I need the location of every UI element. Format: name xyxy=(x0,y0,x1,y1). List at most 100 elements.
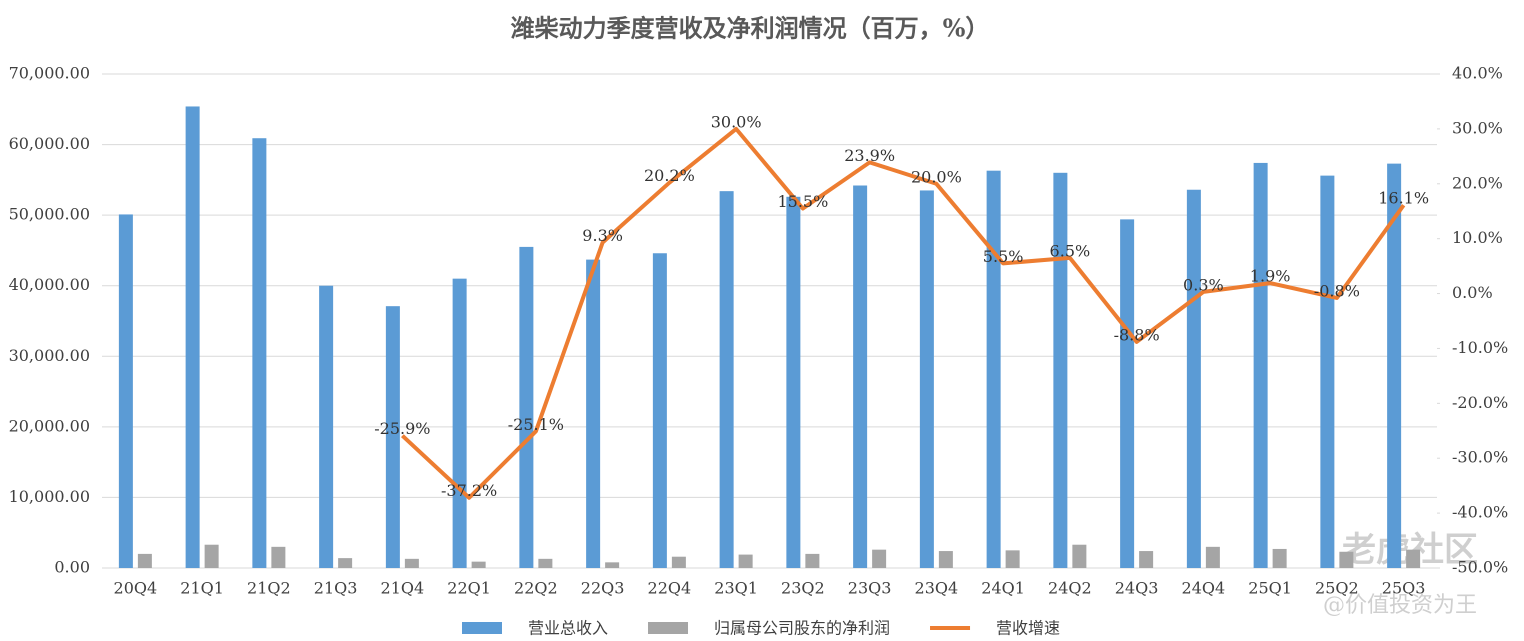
x-tick-label: 23Q2 xyxy=(781,579,825,598)
x-tick-label: 22Q1 xyxy=(447,579,491,598)
bar xyxy=(853,185,868,568)
bar xyxy=(385,306,400,568)
y-tick-label: 10,000.00 xyxy=(9,487,90,506)
bar xyxy=(1272,548,1287,568)
x-tick-label: 23Q4 xyxy=(915,579,959,598)
x-tick-label: 21Q1 xyxy=(180,579,224,598)
bar xyxy=(738,554,753,568)
bar xyxy=(1387,163,1402,568)
x-tick-label: 25Q1 xyxy=(1248,579,1292,598)
legend-label: 营收增速 xyxy=(996,619,1060,638)
legend-swatch xyxy=(462,622,502,634)
bar xyxy=(1120,219,1135,568)
y2-tick-label: -20.0% xyxy=(1452,393,1508,412)
x-tick-label: 21Q4 xyxy=(381,579,425,598)
legend-label: 归属母公司股东的净利润 xyxy=(714,619,890,638)
x-tick-label: 21Q2 xyxy=(247,579,291,598)
chart-title: 潍柴动力季度营收及净利润情况（百万，%） xyxy=(511,14,990,43)
bar xyxy=(452,278,467,568)
bar xyxy=(519,246,534,568)
bar xyxy=(319,285,334,568)
x-tick-label: 24Q2 xyxy=(1048,579,1092,598)
y2-tick-label: 0.0% xyxy=(1452,283,1493,302)
data-label: 9.3% xyxy=(582,226,623,245)
data-label: -0.8% xyxy=(1314,281,1360,300)
bar xyxy=(338,558,353,568)
x-tick-label: 25Q3 xyxy=(1382,579,1426,598)
bar xyxy=(252,138,267,568)
x-tick-label: 24Q3 xyxy=(1115,579,1159,598)
x-tick-label: 23Q3 xyxy=(848,579,892,598)
bar xyxy=(1339,551,1354,568)
bar xyxy=(204,544,219,568)
y-tick-label: 40,000.00 xyxy=(9,275,90,294)
data-label: 30.0% xyxy=(711,112,762,131)
bar xyxy=(1186,189,1201,569)
y-tick-label: 20,000.00 xyxy=(9,416,90,435)
x-tick-label: 22Q3 xyxy=(581,579,625,598)
data-label: 1.9% xyxy=(1250,267,1291,286)
bar xyxy=(805,553,820,568)
bar xyxy=(1205,546,1220,568)
y2-tick-label: 40.0% xyxy=(1452,64,1503,83)
bar xyxy=(538,558,553,568)
bar xyxy=(872,549,887,568)
bar xyxy=(118,214,133,569)
data-label: 20.0% xyxy=(911,167,962,186)
bar xyxy=(1253,162,1268,569)
legend-swatch xyxy=(648,622,689,634)
legend-label: 营业总收入 xyxy=(528,619,608,638)
bar xyxy=(586,259,601,568)
bar xyxy=(1139,551,1154,568)
bar xyxy=(271,546,286,568)
bar xyxy=(1406,549,1421,568)
data-label: 5.5% xyxy=(983,247,1024,266)
x-tick-label: 23Q1 xyxy=(714,579,758,598)
y2-tick-label: -40.0% xyxy=(1452,503,1508,522)
y-tick-label: 30,000.00 xyxy=(9,346,90,365)
y2-tick-label: 20.0% xyxy=(1452,173,1503,192)
x-tick-label: 20Q4 xyxy=(114,579,158,598)
data-label: -37.2% xyxy=(441,481,497,500)
bar xyxy=(671,556,686,568)
bar xyxy=(1072,544,1087,568)
bar xyxy=(605,562,620,568)
y2-tick-label: -30.0% xyxy=(1452,448,1508,467)
data-label: -8.8% xyxy=(1114,325,1160,344)
line xyxy=(401,126,1406,500)
y2-tick-label: 30.0% xyxy=(1452,118,1503,137)
y-tick-label: 50,000.00 xyxy=(9,205,90,224)
bar xyxy=(986,170,1001,568)
y2-tick-label: -10.0% xyxy=(1452,338,1508,357)
bar xyxy=(652,253,667,568)
x-tick-label: 25Q2 xyxy=(1315,579,1359,598)
bar xyxy=(786,196,801,568)
data-label: 6.5% xyxy=(1050,241,1091,260)
x-tick-label: 24Q1 xyxy=(981,579,1025,598)
data-label: 15.5% xyxy=(777,192,828,211)
y-tick-label: 70,000.00 xyxy=(9,64,90,83)
y-tick-label: 0.00 xyxy=(54,558,90,577)
data-label: 16.1% xyxy=(1378,189,1429,208)
bar xyxy=(1005,550,1020,568)
data-label: 20.2% xyxy=(644,166,695,185)
x-tick-label: 21Q3 xyxy=(314,579,358,598)
x-tick-label: 24Q4 xyxy=(1182,579,1226,598)
y-tick-label: 60,000.00 xyxy=(9,134,90,153)
x-tick-label: 22Q2 xyxy=(514,579,558,598)
bar xyxy=(919,190,934,568)
bar xyxy=(471,561,486,568)
data-label: -25.1% xyxy=(508,415,564,434)
y2-tick-label: 10.0% xyxy=(1452,228,1503,247)
bar xyxy=(404,558,419,568)
bar xyxy=(137,553,152,568)
y2-tick-label: -50.0% xyxy=(1452,558,1508,577)
x-tick-label: 22Q4 xyxy=(648,579,692,598)
bar xyxy=(1320,175,1335,568)
data-label: 0.3% xyxy=(1183,275,1224,294)
data-label: 23.9% xyxy=(844,146,895,165)
bar xyxy=(185,106,200,568)
bar xyxy=(938,551,953,568)
bar xyxy=(719,191,734,569)
